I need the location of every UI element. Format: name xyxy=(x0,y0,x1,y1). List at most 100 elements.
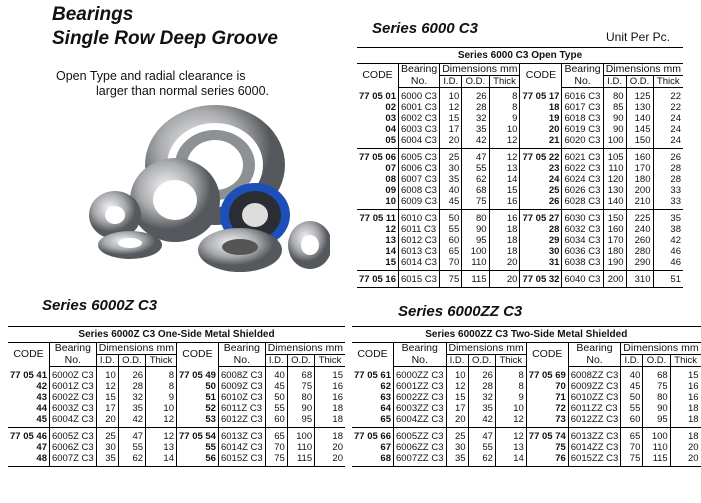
thickness-cell: 16 xyxy=(314,392,345,403)
code-cell: 04 xyxy=(385,124,396,135)
outer-diameter-cell: 42 xyxy=(467,414,496,428)
outer-diameter-cell: 26 xyxy=(117,366,146,381)
thickness-cell: 18 xyxy=(669,427,701,442)
code-cell: 77 05 61 xyxy=(354,369,391,381)
code-cell: 76 xyxy=(525,453,569,467)
inner-diameter-cell: 60 xyxy=(264,414,288,428)
header-bearing-no: No. xyxy=(48,354,97,367)
outer-diameter-cell: 100 xyxy=(286,427,315,442)
series-heading: Series 6000Z C3 xyxy=(42,297,158,314)
code-cell: 28 xyxy=(519,224,562,235)
thickness-cell: 12 xyxy=(488,135,520,149)
code-cell: 64 xyxy=(380,403,391,414)
thickness-cell: 13 xyxy=(494,442,527,453)
header-bearing: Bearing xyxy=(217,342,266,355)
description-line2: larger than normal series 6000. xyxy=(96,84,270,98)
inner-diameter-cell: 90 xyxy=(602,124,627,135)
thickness-cell: 8 xyxy=(494,381,527,392)
series-6000-table: Series 6000 C3 Open Type CODE Bearing Dimen… xyxy=(357,47,683,288)
code-cell: 21 xyxy=(519,135,562,149)
outer-diameter-cell: 110 xyxy=(642,442,671,453)
bearing-no-cell: 6007 C3 xyxy=(397,174,440,185)
code-cell: 72 xyxy=(525,403,569,414)
unit-note: Unit Per Pc. xyxy=(606,30,671,44)
table-row: 13 6012 C3 60 95 18 29 6034 C3 170 260 42 xyxy=(357,235,683,246)
bearing-no-cell: 6017 C3 xyxy=(561,102,604,113)
thickness-cell: 46 xyxy=(652,257,683,271)
header-dimensions: Dimensions mm xyxy=(620,342,701,355)
header-bearing: Bearing xyxy=(392,342,447,355)
header-thick: Thick xyxy=(669,354,701,367)
inner-diameter-cell: 12 xyxy=(439,102,462,113)
inner-diameter-cell: 60 xyxy=(620,414,643,428)
thickness-cell: 18 xyxy=(669,403,701,414)
thickness-cell: 12 xyxy=(488,148,520,163)
inner-diameter-cell: 40 xyxy=(620,366,643,381)
thickness-cell: 9 xyxy=(145,392,177,403)
table-row: 07 6006 C3 30 55 13 23 6022 C3 110 170 28 xyxy=(357,163,683,174)
bearing-no-cell: 6010Z C3 xyxy=(217,392,266,403)
thickness-cell: 26 xyxy=(652,148,683,163)
outer-diameter-cell: 140 xyxy=(625,113,653,124)
header-thick: Thick xyxy=(488,75,520,88)
header-od: O.D. xyxy=(286,354,315,367)
thickness-cell: 16 xyxy=(669,392,701,403)
outer-diameter-cell: 26 xyxy=(467,366,496,381)
table-row: 15 6014 C3 70 110 20 31 6038 C3 190 290 46 xyxy=(357,257,683,271)
outer-diameter-cell: 110 xyxy=(286,442,315,453)
outer-diameter-cell: 95 xyxy=(642,414,671,428)
thickness-cell: 18 xyxy=(314,414,345,428)
code-cell: 48 xyxy=(8,453,50,467)
outer-diameter-cell: 170 xyxy=(625,163,653,174)
outer-diameter-cell: 28 xyxy=(467,381,496,392)
code-cell: 05 xyxy=(357,135,399,149)
table-row: 47 6006Z C3 30 55 13 55 6014Z C3 70 110 20 xyxy=(8,442,345,453)
code-cell: 23 xyxy=(519,163,562,174)
code-cell: 73 xyxy=(525,414,569,428)
code-cell: 51 xyxy=(175,392,219,403)
outer-diameter-cell: 80 xyxy=(461,209,490,224)
table-row: 10 6009 C3 45 75 16 26 6028 C3 140 210 33 xyxy=(357,196,683,210)
code-cell: 65 xyxy=(352,414,394,428)
outer-diameter-cell: 75 xyxy=(286,381,315,392)
thickness-cell: 28 xyxy=(652,163,683,174)
header-id: I.D. xyxy=(95,354,119,367)
header-bearing: Bearing xyxy=(561,63,604,76)
bearing-no-cell: 6034 C3 xyxy=(561,235,604,246)
code-cell: 77 05 49 xyxy=(175,366,219,381)
thickness-cell: 10 xyxy=(494,403,527,414)
bearing-no-cell: 6030 C3 xyxy=(561,209,604,224)
outer-diameter-cell: 95 xyxy=(286,414,315,428)
code-cell: 13 xyxy=(385,235,396,246)
bearing-no-cell: 6002 C3 xyxy=(397,113,440,124)
inner-diameter-cell: 12 xyxy=(445,381,469,392)
inner-diameter-cell: 10 xyxy=(439,87,462,102)
inner-diameter-cell: 35 xyxy=(445,453,469,467)
code-cell: 07 xyxy=(385,163,396,174)
thickness-cell: 13 xyxy=(488,163,520,174)
outer-diameter-cell: 26 xyxy=(461,87,490,102)
outer-diameter-cell: 180 xyxy=(625,174,653,185)
table-title-row: Series 6000 C3 Open Type xyxy=(357,47,683,64)
code-cell: 29 xyxy=(519,235,562,246)
inner-diameter-cell: 65 xyxy=(439,246,462,257)
code-cell: 77 05 66 xyxy=(354,431,391,442)
outer-diameter-cell: 160 xyxy=(625,148,653,163)
outer-diameter-cell: 95 xyxy=(461,235,490,246)
code-cell: 77 05 46 xyxy=(10,431,47,442)
bearing-no-cell: 6009ZZ C3 xyxy=(567,381,621,392)
code-cell: 08 xyxy=(385,174,396,185)
series-heading: Series 6000ZZ C3 xyxy=(398,303,523,320)
inner-diameter-cell: 80 xyxy=(602,87,627,102)
thickness-cell: 15 xyxy=(314,366,345,381)
code-cell: 56 xyxy=(175,453,219,467)
inner-diameter-cell: 200 xyxy=(602,270,627,288)
code-cell: 10 xyxy=(357,196,399,210)
outer-diameter-cell: 32 xyxy=(461,113,490,124)
bearing-no-cell: 6020 C3 xyxy=(561,135,604,149)
header-thick: Thick xyxy=(652,75,683,88)
inner-diameter-cell: 50 xyxy=(439,209,462,224)
thickness-cell: 33 xyxy=(652,196,683,210)
header-dimensions: Dimensions mm xyxy=(439,63,520,76)
outer-diameter-cell: 110 xyxy=(461,257,490,271)
